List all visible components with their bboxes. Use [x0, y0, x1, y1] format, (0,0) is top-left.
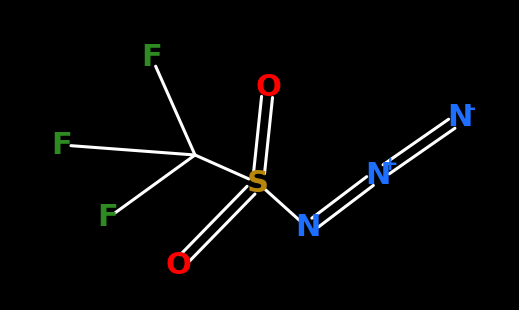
Text: O: O [165, 250, 191, 280]
Text: S: S [247, 169, 269, 197]
Text: +: + [382, 156, 398, 175]
Text: -: - [468, 99, 476, 117]
Text: N: N [447, 104, 473, 132]
Text: N: N [365, 161, 391, 189]
Text: O: O [255, 73, 281, 103]
Text: N: N [295, 214, 321, 242]
Text: F: F [98, 203, 118, 232]
Text: F: F [51, 131, 72, 160]
Text: F: F [142, 43, 162, 73]
